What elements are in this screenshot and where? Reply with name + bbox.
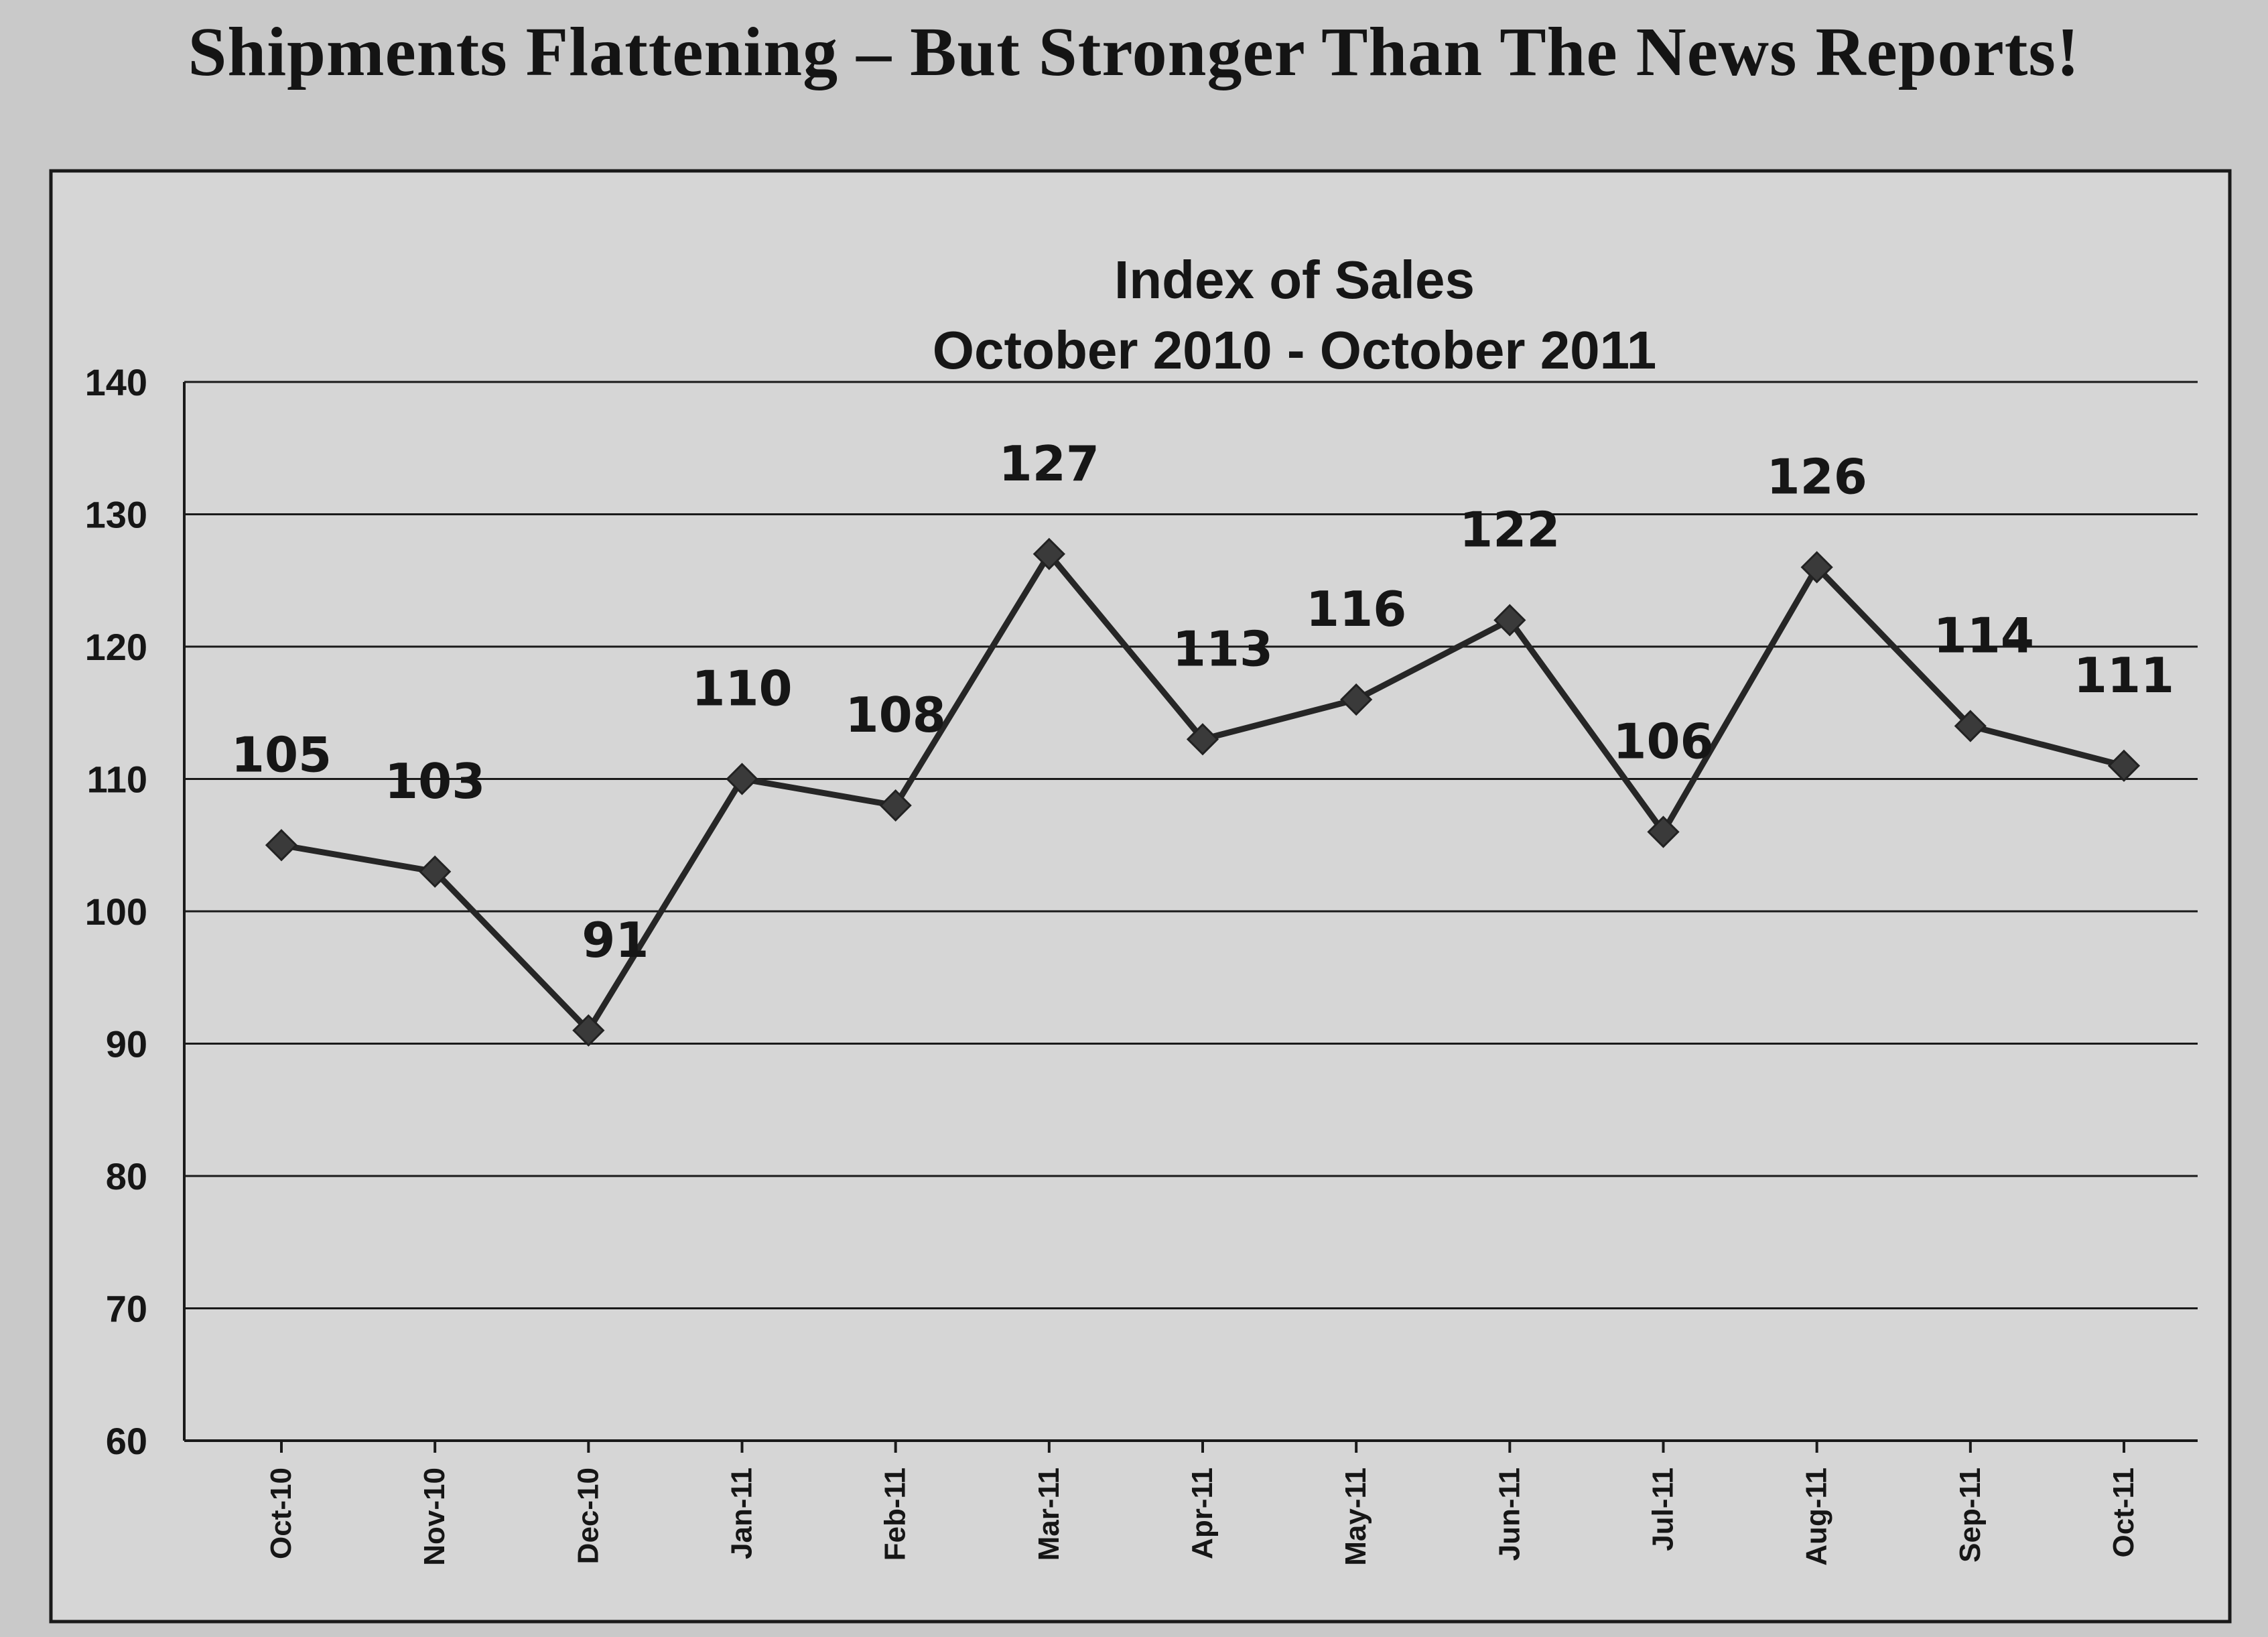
x-tick-label: Jul-11	[1647, 1467, 1680, 1551]
data-label: 122	[1459, 502, 1560, 558]
data-label: 108	[846, 687, 946, 743]
y-tick-label: 120	[85, 626, 147, 668]
x-tick-label: Dec-10	[572, 1467, 604, 1564]
data-point-marker	[1954, 710, 1987, 742]
chart-subtitle: October 2010 - October 2011	[933, 320, 1657, 380]
data-label: 103	[385, 753, 485, 809]
data-point-marker	[726, 763, 758, 795]
data-point-marker	[1186, 723, 1219, 756]
data-label: 111	[2074, 647, 2174, 704]
x-tick-label: Apr-11	[1186, 1467, 1219, 1559]
data-labels: 105 103 91 110 108 127 113 116 122 106 126 114 111	[231, 436, 2174, 968]
data-label: 113	[1173, 620, 1273, 677]
data-label: 126	[1767, 449, 1867, 505]
data-point-marker	[1800, 551, 1833, 584]
data-point-marker	[2107, 749, 2141, 782]
x-tick-label: Nov-10	[418, 1467, 451, 1566]
data-label: 106	[1613, 714, 1713, 770]
data-label: 116	[1306, 581, 1406, 637]
page-heading: Shipments Flattening – But Stronger Than…	[188, 13, 2080, 90]
data-point-marker	[1493, 604, 1526, 637]
x-tick-label: Sep-11	[1954, 1467, 1987, 1563]
y-tick-label: 90	[106, 1023, 147, 1065]
x-tick-label: Feb-11	[879, 1467, 912, 1561]
y-tick-label: 70	[106, 1288, 147, 1330]
data-label: 91	[582, 912, 649, 968]
data-label: 105	[231, 726, 332, 783]
data-point-marker	[879, 789, 912, 822]
x-axis-tick-labels: Oct-10 Nov-10 Dec-10 Jan-11 Feb-11 Mar-11 Apr-…	[265, 1467, 2140, 1566]
x-tick-label: May-11	[1339, 1467, 1372, 1566]
data-point-marker	[1647, 815, 1680, 848]
data-point-marker	[419, 855, 452, 888]
data-point-marker	[265, 829, 298, 862]
y-tick-label: 100	[85, 891, 147, 933]
data-label: 110	[691, 661, 792, 717]
y-axis-tick-labels: 60 70 80 90 100 110 120 130 140	[85, 361, 147, 1462]
y-tick-label: 60	[106, 1420, 147, 1462]
y-tick-label: 110	[87, 759, 147, 801]
x-tick-label: Oct-11	[2107, 1467, 2140, 1558]
data-label: 127	[999, 436, 1099, 492]
x-tick-label: Jun-11	[1493, 1467, 1526, 1561]
y-tick-label: 140	[85, 361, 147, 403]
sales-series	[265, 537, 2141, 1047]
chart-title: Index of Sales	[1114, 250, 1475, 310]
y-tick-label: 80	[106, 1155, 147, 1197]
chart-frame	[49, 169, 2232, 1624]
x-tick-label: Jan-11	[726, 1467, 758, 1559]
y-tick-label: 130	[85, 494, 147, 536]
x-tick-label: Mar-11	[1032, 1467, 1065, 1561]
data-label: 114	[1934, 608, 2034, 664]
x-tick-label: Aug-11	[1800, 1467, 1833, 1566]
data-point-marker	[1340, 683, 1373, 716]
x-tick-label: Oct-10	[265, 1467, 297, 1559]
data-point-marker	[1032, 537, 1065, 570]
data-point-marker	[572, 1014, 605, 1047]
gridlines	[183, 381, 2198, 1453]
